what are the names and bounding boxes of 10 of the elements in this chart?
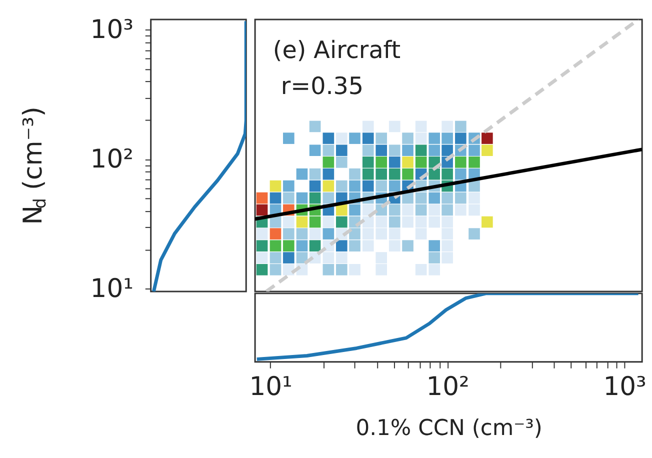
x-tick-label: 10³ xyxy=(603,372,646,402)
x-tick-label: 10¹ xyxy=(249,372,292,402)
y-tick-label: 10³ xyxy=(90,15,134,46)
y-tick-label: 10² xyxy=(90,144,134,175)
annotation: (e) Aircraft xyxy=(272,36,401,64)
annotation: r=0.35 xyxy=(280,72,364,100)
y-axis-title: Nd (cm⁻³) xyxy=(18,106,50,225)
x-axis-title: 0.1% CCN (cm⁻³) xyxy=(356,416,542,441)
y-tick-label: 10¹ xyxy=(90,274,134,304)
x-tick-label: 10² xyxy=(426,372,470,402)
